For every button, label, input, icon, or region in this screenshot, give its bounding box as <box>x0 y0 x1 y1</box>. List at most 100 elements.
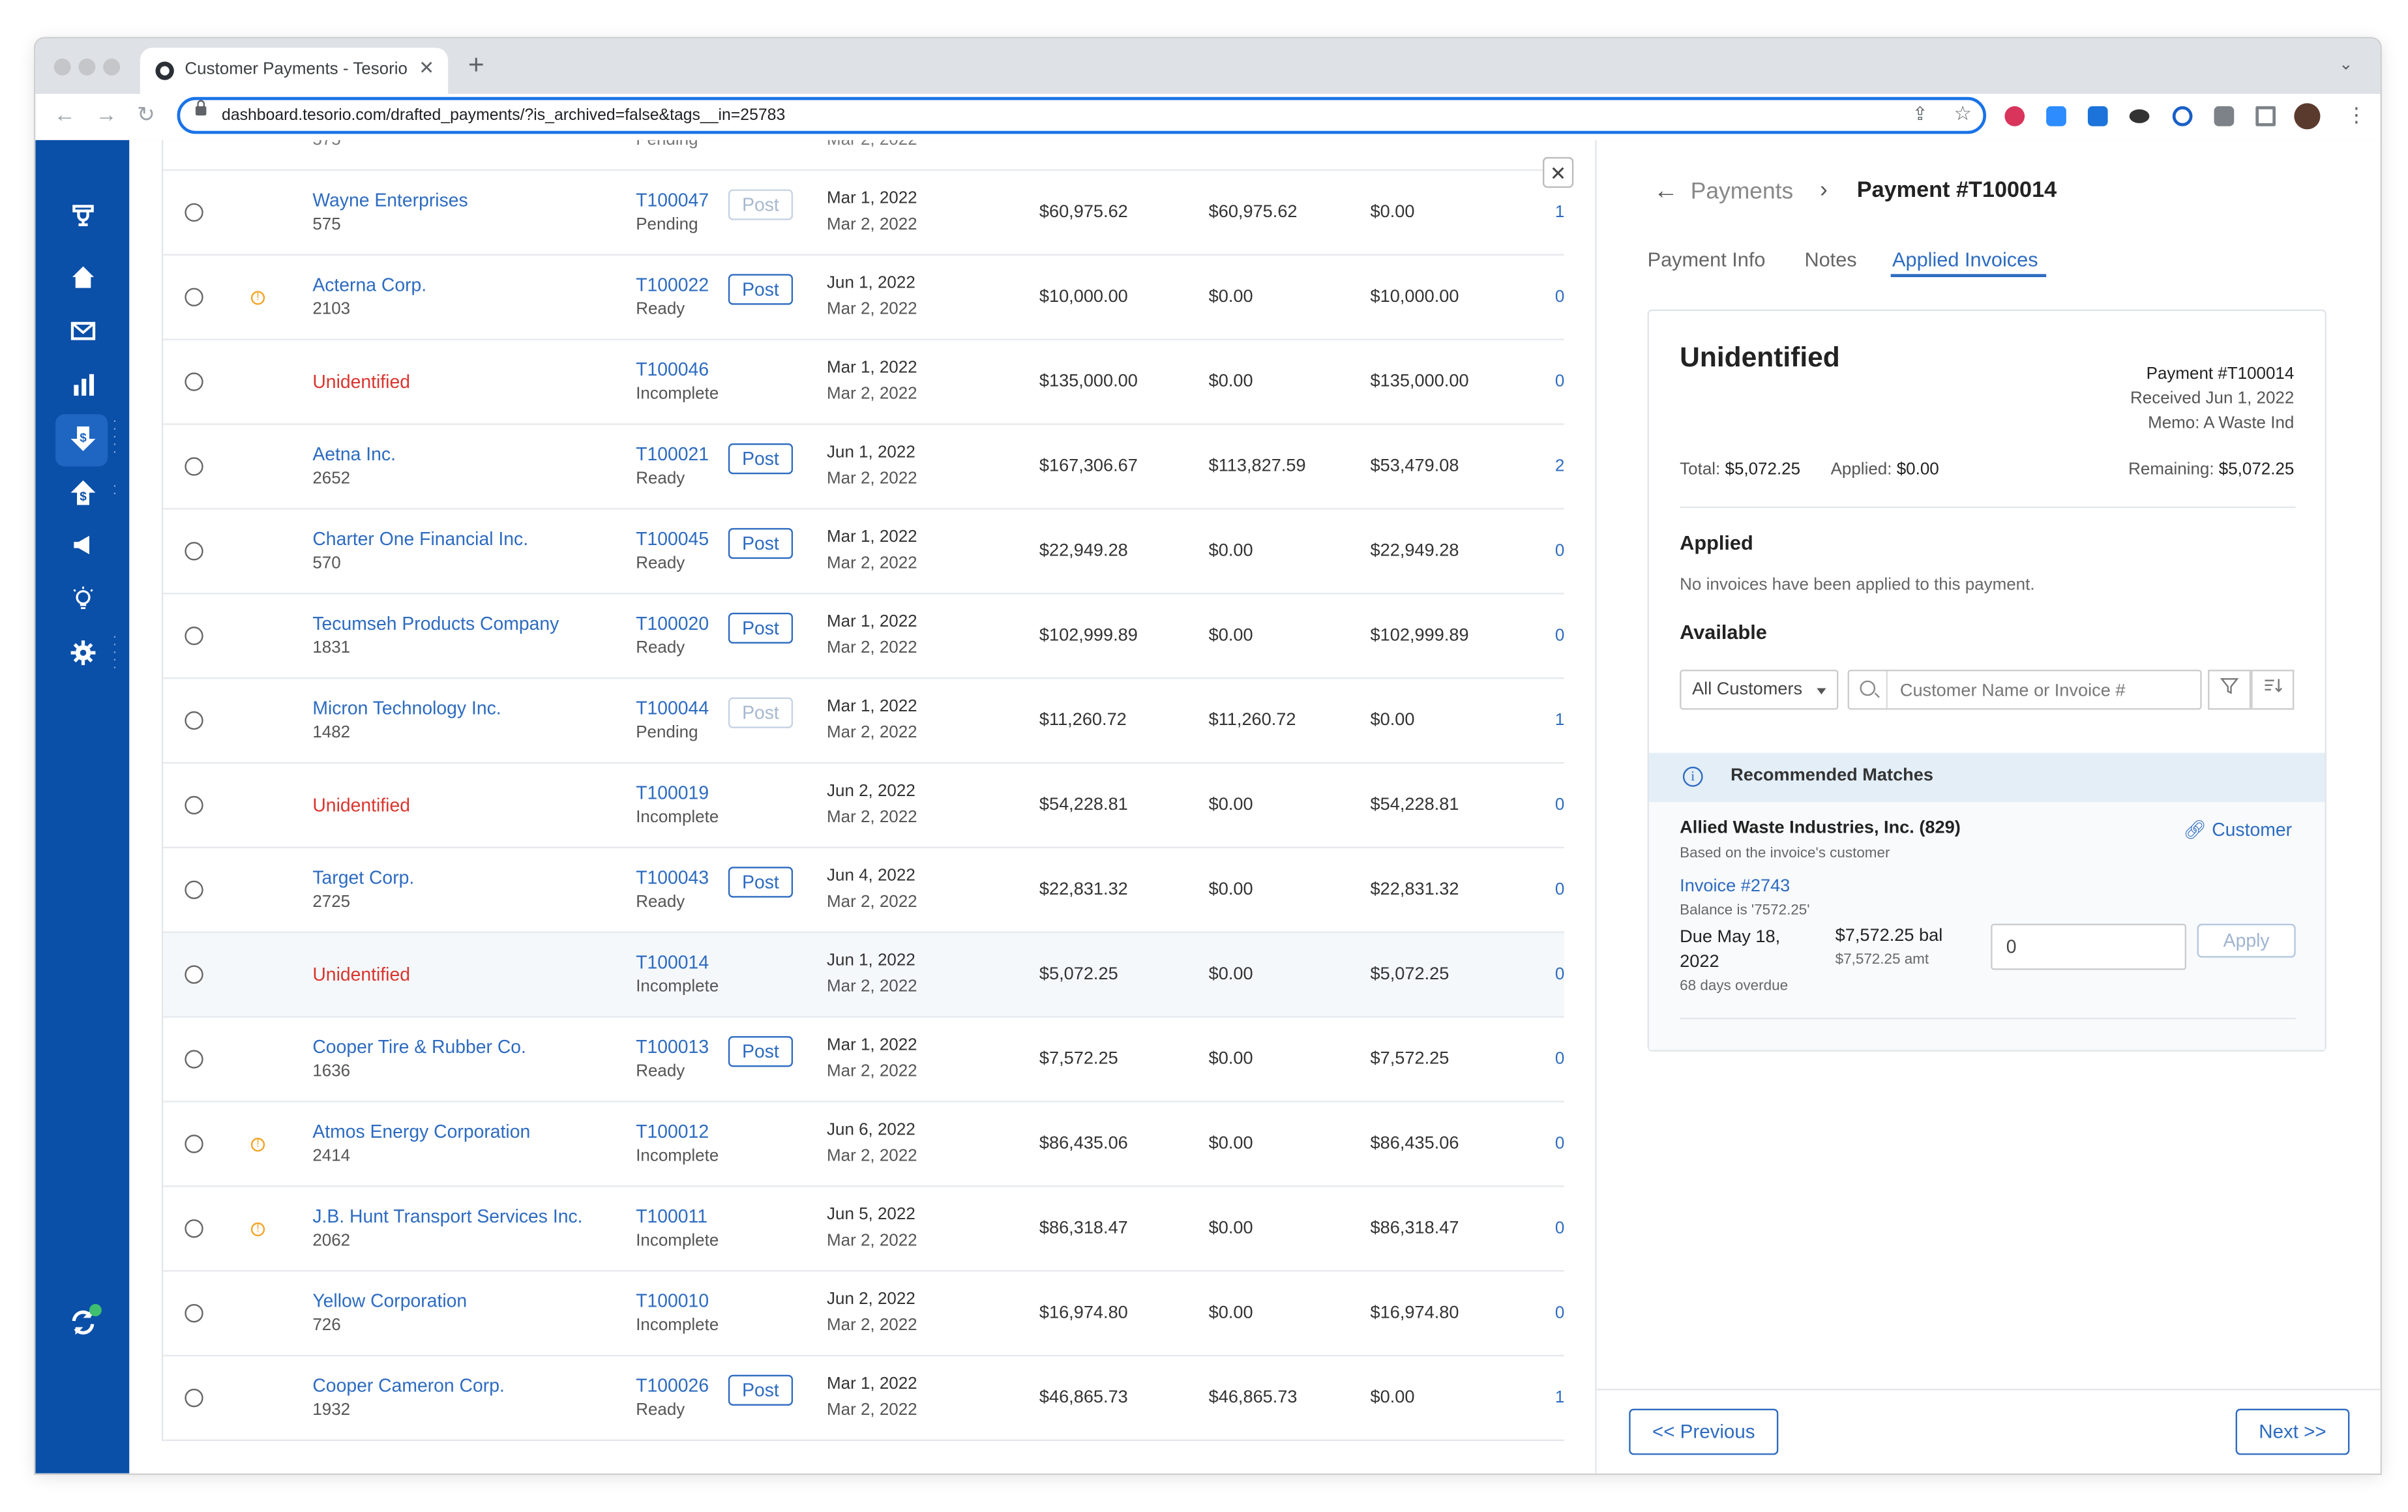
next-button[interactable]: Next >> <box>2235 1408 2350 1455</box>
payment-id-link[interactable]: T100012 <box>636 1121 709 1143</box>
post-button[interactable]: Post <box>728 1036 794 1067</box>
sidebar-home-icon[interactable] <box>67 263 100 297</box>
sidebar-expand-handle[interactable]: · · · · · <box>112 628 117 675</box>
post-button[interactable]: Post <box>728 274 794 305</box>
invoice-search-input[interactable] <box>1897 675 2196 707</box>
window-close-dot[interactable] <box>53 58 71 76</box>
customer-name[interactable]: Aetna Inc. <box>312 443 396 466</box>
side-panel-icon[interactable] <box>2255 106 2276 126</box>
customer-link[interactable]: 🔗︎ Customer <box>2183 819 2292 840</box>
payment-id-link[interactable]: T100026 <box>636 1374 709 1397</box>
url-text[interactable]: dashboard.tesorio.com/drafted_payments/?… <box>222 106 786 125</box>
browser-tab[interactable]: Customer Payments - Tesorio ✕ <box>140 48 449 95</box>
browser-menu-icon[interactable]: ⋮ <box>2346 103 2367 126</box>
extension-snowflake-icon[interactable] <box>2087 106 2108 126</box>
extensions-puzzle-icon[interactable] <box>2214 106 2235 126</box>
applied-invoice-count[interactable]: 0 <box>1554 372 1565 391</box>
applied-invoice-count[interactable]: 0 <box>1554 542 1565 561</box>
customer-name[interactable]: Wayne Enterprises <box>312 189 468 211</box>
previous-button[interactable]: << Previous <box>1629 1408 1779 1455</box>
reload-icon[interactable]: ↻ <box>137 101 155 126</box>
sidebar-lightbulb-icon[interactable] <box>67 585 100 619</box>
payment-id-link[interactable]: T100014 <box>636 951 709 973</box>
payment-id-link[interactable]: T100043 <box>636 867 709 889</box>
sidebar-trophy-icon[interactable] <box>67 201 100 235</box>
row-select-radio[interactable] <box>185 711 203 730</box>
table-row[interactable]: Charter One Financial Inc. 570 T100045 Read… <box>163 508 1564 593</box>
invoice-link[interactable]: Invoice #2743 <box>1680 877 1791 897</box>
tab-payment-info[interactable]: Payment Info <box>1647 248 1766 271</box>
sidebar-expand-handle[interactable]: · · <box>112 477 117 501</box>
customer-name[interactable]: Yellow Corporation <box>312 1290 468 1312</box>
table-row[interactable]: Cooper Cameron Corp. 1932 T100026 Ready Post… <box>163 1354 1565 1440</box>
sort-icon[interactable] <box>2251 670 2295 710</box>
payment-id-link[interactable]: T100046 <box>636 359 709 381</box>
tab-notes[interactable]: Notes <box>1804 248 1857 271</box>
sidebar-settings-gear-icon[interactable] <box>67 639 100 673</box>
applied-invoice-count[interactable]: 0 <box>1554 880 1565 899</box>
share-icon[interactable]: ⇪ <box>1912 103 1928 125</box>
customer-name[interactable]: Tecumseh Products Company <box>312 612 559 634</box>
applied-invoice-count[interactable]: 0 <box>1554 627 1565 645</box>
payment-id-link[interactable]: T100011 <box>636 1205 707 1227</box>
window-zoom-dot[interactable] <box>103 58 121 76</box>
row-select-radio[interactable] <box>185 1219 203 1238</box>
applied-invoice-count[interactable]: 0 <box>1554 1219 1565 1238</box>
breadcrumb-payments-link[interactable]: Payments <box>1690 178 1794 205</box>
payment-id-link[interactable]: T100019 <box>636 782 709 804</box>
table-row[interactable]: Aetna Inc. 2652 T100021 Ready Post Jun 1, 202… <box>163 423 1564 508</box>
sidebar-megaphone-icon[interactable] <box>67 531 100 565</box>
window-minimize-dot[interactable] <box>78 58 96 76</box>
profile-avatar[interactable] <box>2294 103 2321 130</box>
post-button[interactable]: Post <box>728 697 794 728</box>
sidebar-expand-handle[interactable]: · · · · · <box>112 412 117 459</box>
customer-name[interactable]: Charter One Financial Inc. <box>312 527 529 550</box>
post-button[interactable]: Post <box>728 443 794 475</box>
table-row[interactable]: Yellow Corporation 726 T100010 Incomplete Ju… <box>163 1270 1564 1355</box>
payment-id-link[interactable]: T100013 <box>636 1036 709 1058</box>
tab-applied-invoices[interactable]: Applied Invoices <box>1892 248 2038 271</box>
apply-button[interactable]: Apply <box>2197 923 2296 958</box>
post-button[interactable]: Post <box>728 1374 794 1406</box>
post-button[interactable]: Post <box>728 527 794 559</box>
extension-password-icon[interactable] <box>2172 106 2193 126</box>
row-select-radio[interactable] <box>185 965 203 984</box>
customer-name[interactable]: Target Corp. <box>312 867 415 889</box>
sidebar-payments-in-icon[interactable]: $ <box>67 423 100 457</box>
payment-id-link[interactable]: T100020 <box>636 612 709 634</box>
forward-arrow-icon[interactable]: → <box>95 101 117 126</box>
filter-funnel-icon[interactable] <box>2208 670 2252 710</box>
row-select-radio[interactable] <box>185 288 203 306</box>
row-select-radio[interactable] <box>185 1304 203 1323</box>
sidebar-payments-out-icon[interactable]: $ <box>67 477 100 511</box>
customer-name[interactable]: Cooper Tire & Rubber Co. <box>312 1036 526 1058</box>
back-arrow-icon[interactable]: ← <box>53 101 76 126</box>
close-panel-button[interactable]: ✕ <box>1543 156 1574 188</box>
table-row[interactable]: ! Atmos Energy Corporation 2414 T100012 Inco… <box>163 1101 1564 1185</box>
table-row[interactable]: Cooper Tire & Rubber Co. 1636 T100013 Ready… <box>163 1016 1564 1101</box>
tab-close-icon[interactable]: ✕ <box>419 57 435 79</box>
sidebar-mail-icon[interactable] <box>67 317 100 351</box>
row-select-radio[interactable] <box>185 627 203 645</box>
applied-invoice-count[interactable]: 1 <box>1554 711 1565 730</box>
extension-zoom-icon[interactable] <box>2046 106 2066 126</box>
applied-invoice-count[interactable]: 0 <box>1554 1050 1565 1069</box>
row-select-radio[interactable] <box>185 372 203 391</box>
row-select-radio[interactable] <box>185 203 203 222</box>
new-tab-icon[interactable]: + <box>468 49 484 80</box>
customer-name[interactable]: Atmos Energy Corporation <box>312 1121 531 1143</box>
table-row[interactable]: Wayne Enterprises 575 T100047 Pending Post Ma… <box>163 169 1564 254</box>
customer-filter-select[interactable]: All Customers <box>1680 670 1839 710</box>
applied-invoice-count[interactable]: 0 <box>1554 795 1565 815</box>
table-row[interactable]: Unidentified T100019 Incomplete Jun 2, 2022… <box>163 762 1564 847</box>
sidebar-chart-icon[interactable] <box>67 371 100 405</box>
tab-search-chevron-icon[interactable]: ⌄ <box>2338 55 2353 74</box>
applied-invoice-count[interactable]: 1 <box>1554 1388 1565 1408</box>
extension-color-icon[interactable] <box>2004 106 2025 126</box>
row-select-radio[interactable] <box>185 795 203 815</box>
table-row[interactable]: Target Corp. 2725 T100043 Ready Post Jun 4, 2… <box>163 846 1565 932</box>
payment-id-link[interactable]: T100021 <box>636 443 709 466</box>
applied-invoice-count[interactable]: 0 <box>1554 288 1565 306</box>
apply-amount-input[interactable]: 0 <box>1991 923 2187 970</box>
row-select-radio[interactable] <box>185 1388 203 1408</box>
